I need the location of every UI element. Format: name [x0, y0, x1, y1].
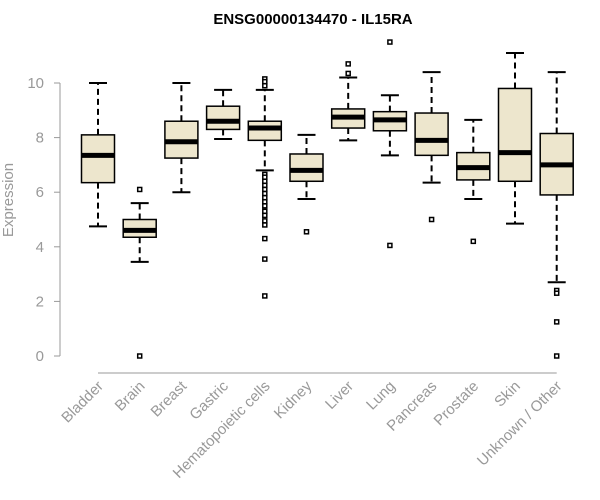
outlier-point	[262, 256, 268, 262]
x-tick-label: Bladder	[58, 378, 107, 427]
box-3	[205, 88, 241, 140]
y-tick-label: 4	[36, 239, 44, 256]
box-1	[122, 186, 157, 359]
box-10	[497, 51, 533, 225]
iqr-box	[497, 87, 533, 183]
x-tick-label: Prostate	[431, 378, 483, 430]
box-8	[414, 71, 449, 223]
outlier-point	[553, 319, 560, 325]
outlier-point	[262, 235, 268, 242]
box-11	[539, 71, 574, 359]
outlier-point	[553, 290, 560, 296]
chart-title: ENSG00000134470 - IL15RA	[213, 11, 412, 28]
outlier-point	[262, 293, 268, 299]
outlier-point	[303, 229, 310, 235]
outlier-point	[553, 353, 560, 359]
box-2	[164, 82, 199, 194]
outlier-point	[262, 212, 268, 219]
x-tick-label: Breast	[148, 377, 191, 420]
outlier-point	[262, 82, 268, 89]
iqr-box	[205, 105, 241, 131]
boxes-group	[80, 39, 574, 359]
iqr-box	[80, 134, 116, 184]
outlier-point	[262, 203, 268, 209]
outlier-point	[345, 70, 351, 77]
iqr-box	[289, 153, 324, 183]
y-tick-label: 2	[36, 293, 44, 310]
box-4	[247, 76, 283, 299]
y-tick-label: 10	[27, 75, 44, 92]
y-tick-label: 0	[36, 348, 44, 365]
y-axis-label: Expression	[0, 163, 17, 237]
box-9	[456, 118, 491, 245]
y-tick-label: 8	[36, 130, 44, 147]
x-tick-label: Brain	[112, 378, 149, 415]
box-5	[289, 133, 324, 235]
outlier-point	[387, 242, 393, 249]
x-tick-label: Lung	[363, 378, 399, 414]
outlier-point	[136, 353, 143, 359]
y-tick-label: 6	[36, 184, 44, 201]
iqr-box	[247, 120, 283, 142]
outlier-point	[136, 186, 143, 193]
box-7	[372, 39, 408, 249]
outlier-point	[470, 238, 477, 245]
iqr-box	[414, 112, 449, 157]
x-tick-label: Kidney	[271, 377, 316, 422]
box-6	[330, 61, 366, 142]
x-tick-label: Liver	[322, 378, 357, 413]
outlier-point	[345, 61, 351, 67]
axes: 0 2 4 6 8 10	[27, 75, 557, 374]
x-tick-label: Skin	[491, 378, 524, 411]
outlier-point	[262, 222, 268, 228]
outlier-point	[387, 39, 393, 45]
outlier-point	[428, 216, 435, 223]
box-0	[80, 82, 116, 228]
